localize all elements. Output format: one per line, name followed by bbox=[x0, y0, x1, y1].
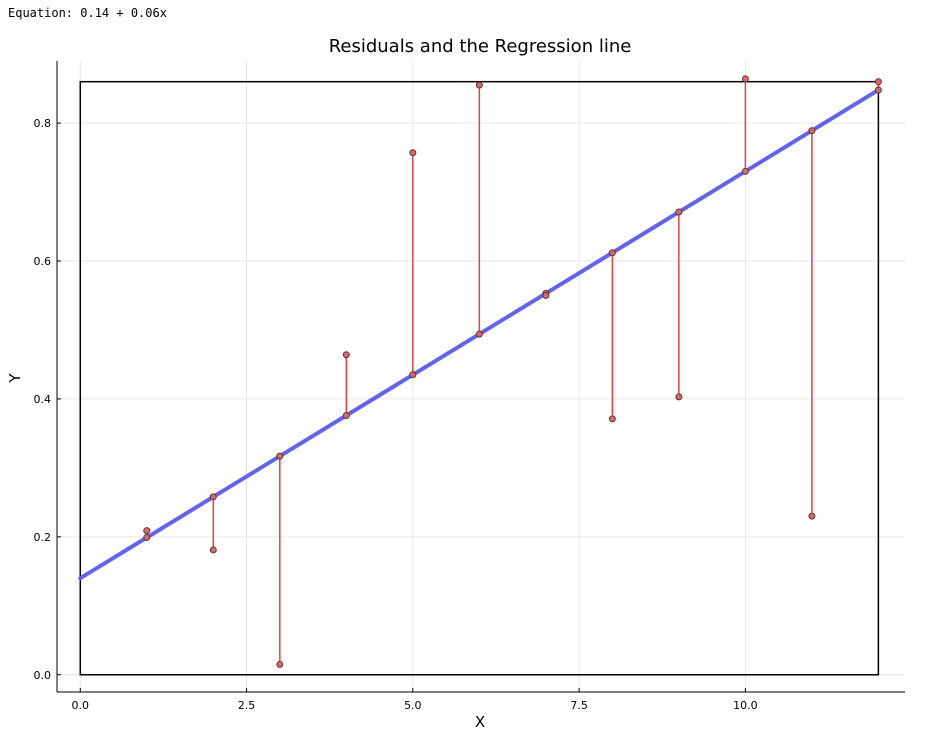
x-tick-label: 5.0 bbox=[404, 699, 422, 712]
chart-title: Residuals and the Regression line bbox=[329, 36, 632, 57]
predicted-point bbox=[608, 249, 616, 257]
predicted-point bbox=[741, 167, 749, 175]
data-point bbox=[143, 527, 151, 535]
points bbox=[143, 75, 882, 668]
data-point bbox=[874, 78, 882, 86]
data-point bbox=[542, 291, 550, 299]
predicted-point bbox=[874, 86, 882, 94]
data-point bbox=[342, 351, 350, 359]
x-tick-label: 0.0 bbox=[72, 699, 90, 712]
y-tick-label: 0.6 bbox=[34, 255, 52, 268]
residual-lines bbox=[146, 78, 880, 665]
tick-labels: 0.0 2.5 5.0 7.5 10.0 0.0 0.2 0.4 0.6 0.8 bbox=[34, 117, 758, 712]
predicted-point bbox=[276, 452, 284, 460]
x-axis-label: X bbox=[475, 713, 485, 731]
axes bbox=[56, 61, 905, 693]
equation-text: Equation: 0.14 + 0.06x bbox=[8, 6, 167, 20]
predicted-point bbox=[675, 208, 683, 216]
y-tick-label: 0.2 bbox=[34, 531, 52, 544]
y-tick-label: 0.8 bbox=[34, 117, 52, 130]
predicted-point bbox=[342, 411, 350, 419]
data-point bbox=[276, 660, 284, 668]
data-point bbox=[209, 546, 217, 554]
data-point bbox=[608, 415, 616, 423]
data-point bbox=[741, 75, 749, 83]
grid-lines bbox=[57, 61, 905, 692]
data-point bbox=[675, 393, 683, 401]
data-point bbox=[808, 512, 816, 520]
y-tick-label: 0.4 bbox=[34, 393, 52, 406]
predicted-point bbox=[808, 127, 816, 135]
x-tick-label: 2.5 bbox=[238, 699, 256, 712]
predicted-point bbox=[143, 534, 151, 542]
predicted-point bbox=[475, 330, 483, 338]
predicted-point bbox=[209, 493, 217, 501]
predicted-point bbox=[409, 371, 417, 379]
x-tick-label: 10.0 bbox=[733, 699, 758, 712]
x-tick-label: 7.5 bbox=[570, 699, 588, 712]
y-tick-label: 0.0 bbox=[34, 669, 52, 682]
y-axis-label: Y bbox=[6, 373, 24, 384]
data-point bbox=[409, 149, 417, 157]
data-point bbox=[475, 81, 483, 89]
